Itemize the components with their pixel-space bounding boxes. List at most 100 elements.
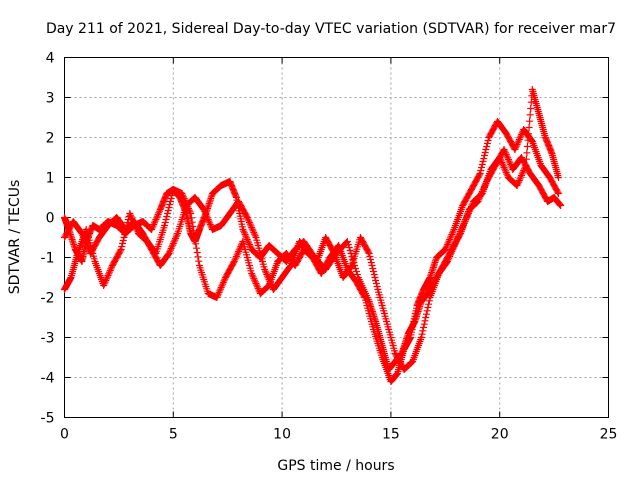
data-point-marker	[100, 280, 108, 288]
data-point-marker	[519, 168, 527, 176]
data-point-marker	[243, 234, 251, 242]
x-tick-label: 15	[382, 427, 400, 443]
data-point-marker	[515, 137, 523, 145]
data-point-marker	[515, 136, 523, 143]
data-point-marker	[523, 143, 531, 150]
data-point-marker	[264, 274, 272, 282]
data-point-marker	[505, 157, 513, 165]
data-point-marker	[168, 192, 176, 199]
data-point-marker	[461, 218, 469, 225]
data-point-marker	[245, 217, 253, 225]
data-point-marker	[515, 177, 523, 184]
data-point-marker	[101, 278, 109, 286]
data-point-marker	[526, 117, 534, 125]
data-point-marker	[221, 275, 229, 283]
y-tick-label: 0	[46, 211, 55, 227]
x-tick-label: 20	[491, 427, 509, 443]
data-point-marker	[442, 244, 450, 252]
data-point-marker	[513, 141, 521, 148]
data-point-marker	[266, 279, 274, 287]
data-point-marker	[463, 213, 471, 220]
data-point-marker	[443, 258, 451, 265]
axis-ticks	[64, 57, 609, 418]
data-point-marker	[103, 275, 111, 283]
data-point-marker	[219, 280, 227, 288]
data-point-marker	[344, 241, 352, 248]
data-point-marker	[218, 282, 226, 290]
data-point-marker	[117, 246, 125, 253]
data-point-marker	[248, 270, 256, 277]
chart-title: Day 211 of 2021, Sidereal Day-to-day VTE…	[46, 21, 616, 37]
data-point-marker	[151, 217, 159, 225]
data-point-marker	[501, 147, 509, 155]
data-point-marker	[502, 169, 510, 176]
data-point-marker	[454, 234, 462, 242]
data-point-marker	[513, 182, 521, 189]
data-point-marker	[165, 250, 173, 257]
data-point-marker	[236, 244, 244, 252]
data-point-marker	[167, 195, 175, 202]
data-point-marker	[161, 219, 169, 226]
y-axis-title: SDTVAR / TECUs	[7, 180, 23, 295]
data-point-marker	[242, 232, 250, 240]
data-point-marker	[100, 282, 108, 289]
data-point-marker	[234, 249, 242, 257]
data-point-marker	[449, 246, 457, 254]
data-point-marker	[520, 165, 528, 173]
data-point-marker	[102, 277, 110, 284]
series-3	[61, 86, 562, 373]
data-point-marker	[153, 212, 161, 220]
data-point-marker	[424, 304, 432, 311]
data-point-marker	[187, 214, 195, 222]
data-point-marker	[148, 226, 156, 233]
data-point-marker	[249, 273, 257, 281]
data-point-marker	[425, 300, 433, 308]
data-point-marker	[499, 162, 507, 170]
data-point-marker	[164, 207, 172, 214]
data-point-marker	[475, 171, 483, 179]
data-point-marker	[554, 174, 562, 181]
data-point-marker	[453, 236, 461, 244]
data-point-marker	[166, 198, 174, 205]
data-point-marker	[172, 233, 180, 241]
data-point-marker	[202, 211, 210, 218]
data-point-marker	[166, 246, 174, 254]
data-point-marker	[515, 178, 523, 186]
data-point-marker	[368, 262, 376, 269]
data-point-marker	[420, 324, 428, 331]
data-point-marker	[235, 248, 243, 255]
data-point-marker	[82, 240, 90, 247]
data-point-marker	[468, 201, 476, 209]
data-point-marker	[213, 294, 221, 301]
data-point-marker	[106, 267, 114, 274]
data-point-marker	[524, 136, 532, 144]
data-point-marker	[446, 236, 454, 243]
data-point-marker	[200, 206, 208, 213]
data-point-marker	[154, 211, 162, 218]
data-point-marker	[220, 277, 228, 285]
data-point-marker	[232, 253, 240, 260]
data-point-marker	[163, 213, 171, 220]
data-point-marker	[449, 229, 457, 237]
data-point-marker	[343, 238, 351, 245]
data-point-marker	[483, 140, 491, 147]
data-point-marker	[253, 281, 261, 289]
data-point-marker	[447, 249, 455, 257]
data-point-marker	[214, 290, 222, 298]
data-point-marker	[446, 253, 454, 260]
data-point-marker	[230, 258, 238, 265]
data-point-marker	[346, 247, 354, 254]
data-point-marker	[205, 217, 213, 225]
data-point-marker	[165, 204, 173, 211]
data-point-marker	[448, 248, 456, 255]
data-point-marker	[171, 235, 179, 242]
data-point-marker	[240, 227, 248, 235]
data-point-marker	[251, 232, 259, 240]
data-point-marker	[286, 263, 294, 270]
data-point-marker	[499, 160, 507, 168]
data-point-marker	[206, 219, 214, 227]
y-tick-label: -2	[41, 291, 55, 307]
data-point-marker	[254, 285, 262, 292]
data-point-marker	[352, 265, 360, 272]
